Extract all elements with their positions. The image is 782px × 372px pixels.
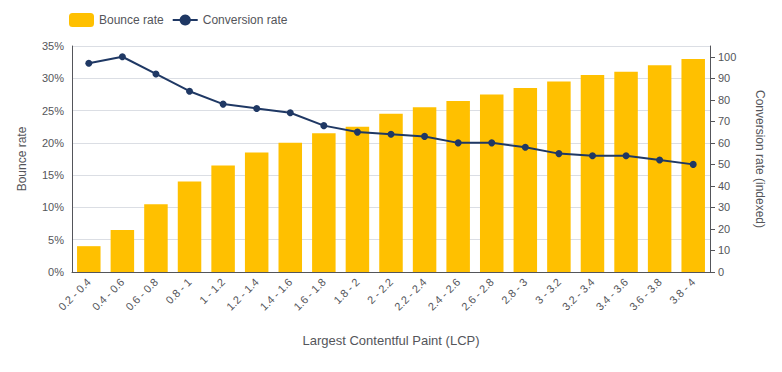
svg-text:1 - 1.2: 1 - 1.2 [197, 276, 228, 307]
svg-text:0: 0 [718, 266, 724, 278]
svg-text:3.4 - 3.6: 3.4 - 3.6 [593, 276, 630, 313]
svg-text:Largest Contentful Paint (LCP): Largest Contentful Paint (LCP) [302, 333, 479, 348]
svg-text:2 - 2.2: 2 - 2.2 [365, 276, 396, 307]
svg-text:35%: 35% [42, 40, 64, 52]
svg-text:15%: 15% [42, 169, 64, 181]
svg-text:50: 50 [718, 158, 730, 170]
svg-text:70: 70 [718, 115, 730, 127]
svg-text:Bounce rate: Bounce rate [99, 13, 164, 27]
svg-text:80: 80 [718, 94, 730, 106]
svg-text:1.6 - 1.8: 1.6 - 1.8 [291, 276, 328, 313]
svg-text:20: 20 [718, 223, 730, 235]
svg-text:3.2 - 3.4: 3.2 - 3.4 [560, 276, 597, 313]
svg-text:2.2 - 2.4: 2.2 - 2.4 [392, 276, 429, 313]
svg-text:3.6 - 3.8: 3.6 - 3.8 [627, 276, 664, 313]
svg-text:1.8 - 2: 1.8 - 2 [331, 276, 362, 307]
svg-text:3.8 - 4: 3.8 - 4 [667, 276, 698, 307]
svg-text:60: 60 [718, 137, 730, 149]
svg-text:30: 30 [718, 201, 730, 213]
svg-text:20%: 20% [42, 137, 64, 149]
svg-text:30%: 30% [42, 72, 64, 84]
svg-text:0.6 - 0.8: 0.6 - 0.8 [123, 276, 160, 313]
svg-text:0.8 - 1: 0.8 - 1 [163, 276, 194, 307]
svg-text:0.2 - 0.4: 0.2 - 0.4 [56, 276, 93, 313]
svg-text:0.4 - 0.6: 0.4 - 0.6 [90, 276, 127, 313]
svg-text:1.2 - 1.4: 1.2 - 1.4 [224, 276, 261, 313]
svg-text:Conversion rate (indexed): Conversion rate (indexed) [753, 90, 767, 228]
svg-text:5%: 5% [48, 234, 64, 246]
svg-text:25%: 25% [42, 105, 64, 117]
svg-text:1.4 - 1.6: 1.4 - 1.6 [258, 276, 295, 313]
svg-text:Bounce rate: Bounce rate [15, 126, 29, 191]
svg-text:2.8 - 3: 2.8 - 3 [499, 276, 530, 307]
svg-text:10%: 10% [42, 201, 64, 213]
svg-text:0%: 0% [48, 266, 64, 278]
svg-text:Conversion rate: Conversion rate [203, 13, 288, 27]
svg-text:10: 10 [718, 244, 730, 256]
svg-text:2.4 - 2.6: 2.4 - 2.6 [425, 276, 462, 313]
svg-text:90: 90 [718, 72, 730, 84]
svg-text:3 - 3.2: 3 - 3.2 [533, 276, 564, 307]
svg-text:40: 40 [718, 180, 730, 192]
svg-text:2.6 - 2.8: 2.6 - 2.8 [459, 276, 496, 313]
svg-text:100: 100 [718, 51, 736, 63]
